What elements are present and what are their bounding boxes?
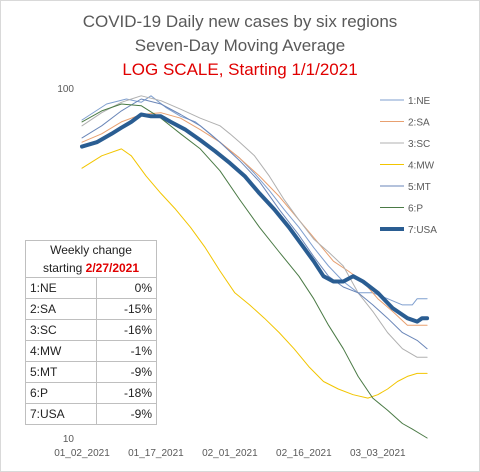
legend-entry: 1:NE xyxy=(408,96,431,107)
y-tick-label: 100 xyxy=(57,84,74,95)
series-line-4 xyxy=(81,148,428,399)
series-line-6 xyxy=(81,103,428,439)
table-region-cell: 3:SC xyxy=(25,319,97,341)
table-change-cell: -18% xyxy=(95,382,158,404)
series-line-1 xyxy=(81,95,428,306)
table-row: 1:NE 0% xyxy=(25,277,158,299)
legend-entry: 3:SC xyxy=(408,139,430,150)
table-region-cell: 1:NE xyxy=(25,277,97,299)
x-tick-label: 01_17_2021 xyxy=(128,448,184,459)
legend-entry: 7:USA xyxy=(408,225,437,236)
table-header-row: starting 2/27/2021 xyxy=(25,259,157,278)
table-change-cell: -9% xyxy=(95,361,158,383)
table-header-row: Weekly change xyxy=(25,240,157,259)
legend-entry: 4:MW xyxy=(408,161,435,172)
table-change-cell: -9% xyxy=(95,403,158,425)
table-region-cell: 2:SA xyxy=(25,298,97,320)
table-change-cell: 0% xyxy=(95,277,158,299)
table-row: 5:MT -9% xyxy=(25,361,158,383)
table-row: 7:USA -9% xyxy=(25,403,158,425)
legend-entry: 6:P xyxy=(408,204,423,215)
y-tick-label: 10 xyxy=(63,434,75,445)
table-header-prefix: starting xyxy=(42,261,86,275)
table-region-cell: 7:USA xyxy=(25,403,97,425)
table-row: 2:SA -15% xyxy=(25,298,158,320)
x-tick-label: 02_01_2021 xyxy=(202,448,258,459)
chart-scale-note: LOG SCALE, Starting 1/1/2021 xyxy=(122,60,358,79)
weekly-change-table: Weekly change starting 2/27/2021 1:NE 0% 2… xyxy=(25,240,158,425)
series-line-3 xyxy=(81,95,428,358)
table-row: 3:SC -16% xyxy=(25,319,158,341)
x-tick-label: 01_02_2021 xyxy=(54,448,110,459)
table-header-title: Weekly change xyxy=(25,240,157,259)
table-row: 4:MW -1% xyxy=(25,340,158,362)
chart-subtitle: Seven-Day Moving Average xyxy=(134,36,346,55)
legend-entry: 2:SA xyxy=(408,118,430,129)
table-change-cell: -15% xyxy=(95,298,158,320)
table-change-cell: -1% xyxy=(95,340,158,362)
chart-title: COVID-19 Daily new cases by six regions xyxy=(82,12,398,31)
table-start-date: 2/27/2021 xyxy=(85,261,140,275)
series-line-5 xyxy=(81,98,428,350)
table-region-cell: 4:MW xyxy=(25,340,97,362)
table-region-cell: 5:MT xyxy=(25,361,97,383)
legend-entry: 5:MT xyxy=(408,182,431,193)
table-header-date: starting 2/27/2021 xyxy=(25,259,157,278)
table-row: 6:P -18% xyxy=(25,382,158,404)
x-tick-label: 02_16_2021 xyxy=(276,448,332,459)
x-tick-label: 03_03_2021 xyxy=(350,448,406,459)
table-change-cell: -16% xyxy=(95,319,158,341)
series-line-7 xyxy=(80,112,430,324)
table-region-cell: 6:P xyxy=(25,382,97,404)
